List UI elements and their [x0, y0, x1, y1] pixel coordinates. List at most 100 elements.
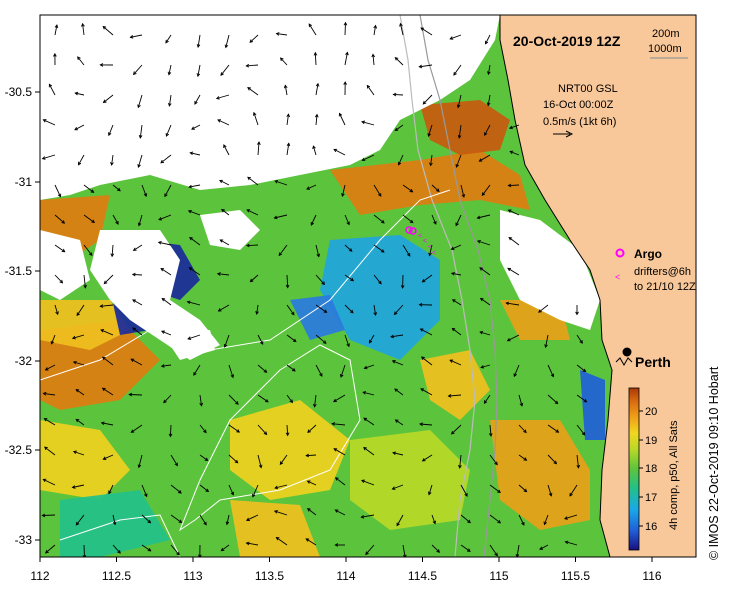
current-arrow [344, 52, 348, 66]
current-arrow [422, 454, 433, 462]
current-arrow [188, 210, 201, 216]
current-arrow-head [544, 344, 548, 349]
current-arrow [455, 214, 462, 226]
current-arrow-head [99, 63, 104, 67]
current-arrow-head [322, 340, 327, 344]
current-arrow-head [75, 521, 80, 526]
current-arrow [547, 394, 558, 404]
current-arrow [315, 114, 318, 126]
current-arrow [249, 34, 259, 43]
current-arrow [219, 179, 230, 186]
current-arrow [489, 544, 498, 556]
current-arrow-head [394, 388, 398, 392]
current-arrow [392, 452, 404, 456]
current-arrow [54, 184, 61, 197]
current-arrow-head [230, 374, 235, 379]
current-arrow-head [137, 104, 141, 109]
current-arrow [484, 124, 491, 136]
current-arrow [75, 92, 85, 96]
current-arrow [419, 423, 433, 426]
current-arrow [274, 484, 288, 489]
current-arrow [102, 356, 114, 366]
current-arrow [333, 148, 346, 156]
current-arrow-head [274, 485, 279, 490]
current-arrow-head [564, 540, 569, 545]
current-arrow-head [205, 488, 210, 493]
current-arrow-head [117, 187, 121, 192]
current-arrow-head [381, 219, 385, 224]
current-arrow [199, 484, 209, 492]
current-arrow-head [235, 401, 239, 405]
current-arrow [45, 544, 56, 554]
current-arrow-head [167, 102, 172, 107]
current-arrow [112, 214, 119, 225]
current-arrow-head [191, 126, 195, 130]
current-source-label: NRT00 GSL [558, 83, 618, 95]
current-arrow [335, 509, 346, 516]
current-arrow [225, 34, 230, 48]
land-mass [500, 15, 696, 557]
current-arrow [286, 304, 295, 316]
current-arrow-head [421, 458, 426, 462]
current-arrow [394, 304, 404, 315]
current-arrow-head [488, 433, 493, 437]
current-arrow [460, 484, 468, 497]
current-arrow-head [447, 394, 452, 398]
current-arrow [372, 54, 375, 66]
current-arrow-head [451, 327, 456, 332]
current-arrow [308, 23, 317, 36]
current-arrow [108, 484, 114, 494]
current-arrow-head [377, 193, 382, 197]
current-arrow-head [255, 311, 259, 315]
current-arrow-head [427, 133, 431, 138]
current-arrow-head [219, 179, 223, 184]
current-arrow [393, 93, 404, 96]
current-arrow-head [221, 208, 225, 213]
current-arrow [547, 424, 559, 433]
current-arrow [72, 334, 85, 339]
current-arrow-head [189, 151, 194, 156]
current-arrow [256, 304, 259, 315]
current-arrow [169, 424, 172, 437]
current-arrow-head [76, 312, 81, 317]
current-arrow [451, 424, 462, 435]
current-arrow-head [563, 516, 568, 520]
current-arrow-head [130, 358, 135, 362]
current-arrow-head [204, 457, 209, 462]
current-arrow-head [343, 21, 348, 26]
current-arrow [365, 544, 375, 555]
current-arrow-head [137, 464, 142, 469]
current-arrow [362, 154, 375, 161]
y-tick-label: -32 [15, 354, 33, 368]
sst-patch [350, 430, 470, 530]
current-arrow [228, 484, 234, 495]
current-arrow-head [497, 489, 501, 494]
current-arrow [431, 184, 440, 192]
current-arrow-head [223, 343, 228, 348]
current-arrow-head [494, 461, 498, 466]
current-arrow [44, 446, 56, 456]
current-arrow [187, 334, 201, 340]
current-arrow-head [144, 493, 148, 498]
current-arrow [42, 514, 56, 516]
current-arrow-head [42, 119, 47, 123]
current-arrow [509, 124, 520, 129]
current-arrow [576, 454, 579, 468]
current-arrow-head [449, 359, 454, 363]
current-arrow [341, 184, 346, 197]
current-arrow [518, 454, 527, 461]
current-arrow [160, 268, 172, 276]
current-arrow-head [263, 369, 268, 373]
current-arrow-head [247, 87, 251, 91]
current-arrow [252, 484, 259, 497]
current-arrow [538, 304, 549, 313]
current-arrow-head [74, 126, 79, 131]
current-arrow-head [75, 388, 80, 393]
current-arrow [543, 514, 549, 525]
current-arrow-head [245, 63, 250, 68]
current-arrow [453, 64, 462, 76]
current-arrow-head [486, 102, 491, 107]
current-arrow [477, 214, 491, 219]
current-arrow-head [130, 429, 135, 433]
current-arrow-head [403, 554, 407, 557]
